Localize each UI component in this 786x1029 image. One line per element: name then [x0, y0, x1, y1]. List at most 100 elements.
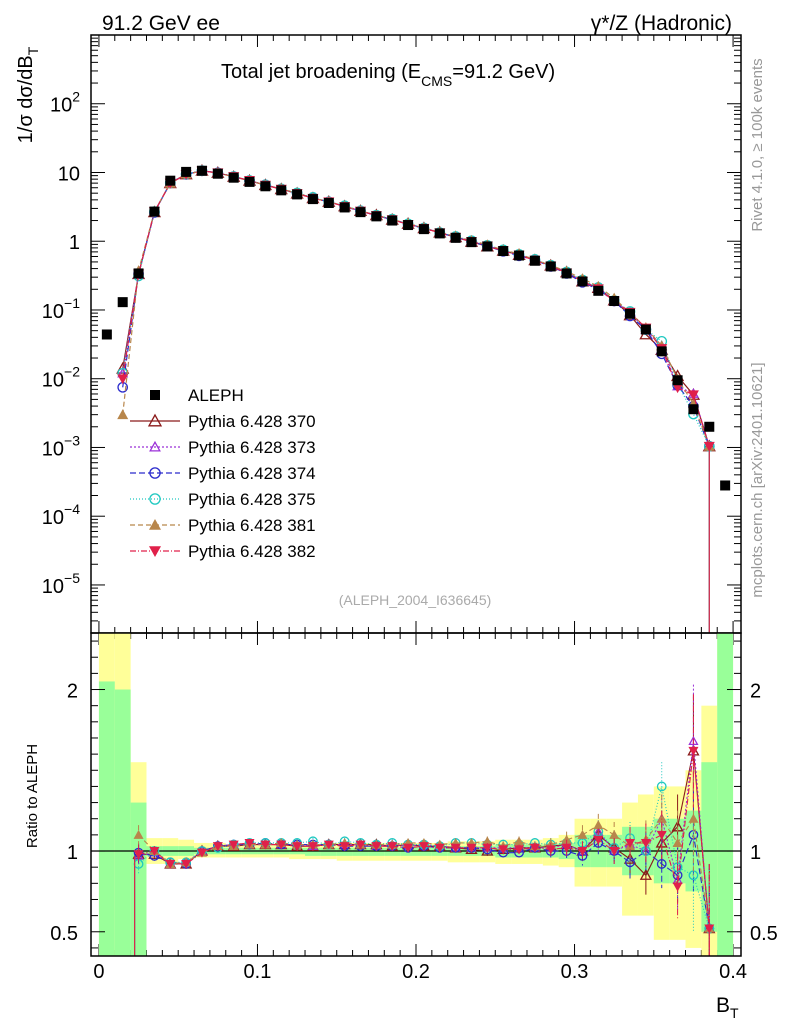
data-point: [117, 297, 128, 308]
main-plot: 10−5 10−4 10−3 10−2 10−1 1 10 102: [42, 34, 742, 956]
ratio-point: [514, 845, 525, 855]
data-point: [609, 296, 620, 307]
ratio-point: [609, 847, 620, 857]
legend-marker: [147, 413, 163, 427]
data-point: [323, 197, 334, 208]
ratio-point: [482, 836, 493, 846]
ratio-point: [260, 840, 271, 850]
legend-marker: [149, 493, 161, 505]
ratio-point: [656, 813, 667, 823]
data-point: [672, 375, 683, 386]
ratio-point: [688, 735, 699, 746]
data-point: [260, 181, 271, 192]
data-point: [640, 324, 651, 335]
ratio-point: [133, 829, 144, 839]
legend-marker: [149, 440, 161, 452]
ratio-point: [165, 859, 176, 869]
band-inner-bin: [336, 847, 353, 856]
legend-label: Pythia 6.428 374: [188, 464, 316, 483]
data-point: [101, 329, 112, 340]
ratio-point: [228, 840, 239, 850]
ratio-frame: [90, 632, 742, 957]
ratio-point: [640, 838, 651, 848]
data-point: [371, 211, 382, 222]
ratio-point: [704, 924, 715, 934]
legend-label: Pythia 6.428 381: [188, 516, 316, 535]
x-tick-label: 0.3: [561, 961, 589, 983]
legend-marker: [149, 467, 161, 479]
legend-marker: [149, 519, 161, 530]
x-tick-label: 0.2: [402, 961, 430, 983]
ratio-tick-label-right: 2: [750, 681, 761, 703]
data-point: [133, 268, 144, 279]
ratio-plot: 0 0.1 0.2 0.3 0.40.5 0.51 12 2: [50, 632, 778, 983]
ratio-tick-label-right: 1: [750, 842, 761, 864]
plot-title: Total jet broadening (ECMS=91.2 GeV): [221, 61, 555, 89]
ratio-point: [672, 837, 683, 847]
ratio-point: [609, 829, 620, 839]
ratio-point: [133, 850, 144, 860]
ratio-point: [639, 868, 652, 880]
ratio-point: [688, 746, 699, 756]
y-tick-label: 10−3: [42, 432, 80, 460]
y-tick-label: 10−1: [42, 295, 80, 323]
ratio-point: [529, 843, 540, 853]
ratio-point: [577, 829, 588, 839]
data-point: [418, 224, 429, 235]
ratio-point: [276, 840, 287, 850]
mcplots-label: mcplots.cern.ch [arXiv:2401.10621]: [749, 362, 766, 597]
ratio-tick-label-right: 0.5: [750, 923, 778, 945]
data-point: [514, 250, 525, 261]
data-point: [181, 166, 192, 177]
ratio-point: [545, 845, 556, 855]
band-inner-bin: [98, 681, 115, 956]
y-tick-label: 10−4: [42, 501, 80, 529]
data-point: [165, 175, 176, 186]
ratio-point: [656, 781, 667, 792]
ratio-point: [307, 842, 318, 852]
ratio-point: [625, 838, 636, 848]
x-tick-label: 0.1: [244, 961, 272, 983]
mc-point: [117, 409, 129, 420]
ratio-point: [403, 843, 414, 853]
ratio-point: [593, 835, 604, 845]
data-point: [529, 255, 540, 266]
ratio-point: [323, 840, 334, 850]
ratio-tick-label-left: 1: [67, 842, 78, 864]
ratio-point: [212, 842, 223, 852]
ratio-point: [418, 842, 429, 852]
ratio-point: [656, 830, 667, 840]
ratio-point: [498, 845, 509, 855]
data-point: [561, 268, 572, 279]
ratio-tick-label-left: 0.5: [50, 923, 78, 945]
band-inner-bin: [384, 847, 401, 856]
header-right: γ*/Z (Hadronic): [591, 12, 732, 35]
data-point: [434, 228, 445, 239]
data-point: [355, 207, 366, 218]
data-point: [593, 285, 604, 296]
data-point: [244, 176, 255, 187]
data-point: [545, 261, 556, 272]
band-inner-bin: [368, 847, 385, 856]
ratio-point: [514, 836, 525, 846]
band-inner-bin: [114, 689, 131, 956]
data-point: [450, 232, 461, 243]
data-point: [577, 276, 588, 287]
x-tick-label: 0: [93, 961, 104, 983]
data-point: [276, 185, 287, 196]
ratio-point: [434, 843, 445, 853]
legend-label: Pythia 6.428 375: [188, 490, 316, 509]
band-inner-bin: [305, 847, 321, 856]
ratio-point: [181, 859, 192, 869]
ratio-point: [482, 843, 493, 853]
y-tick-label: 10−2: [42, 364, 80, 392]
ratio-point: [561, 834, 572, 844]
ratio-point: [149, 847, 160, 857]
ratio-point: [339, 842, 350, 852]
data-point: [387, 215, 398, 226]
data-point: [498, 246, 509, 257]
mc-point: [687, 390, 699, 401]
ratio-point: [593, 820, 604, 830]
data-point: [149, 206, 160, 217]
ratio-point: [466, 843, 477, 853]
